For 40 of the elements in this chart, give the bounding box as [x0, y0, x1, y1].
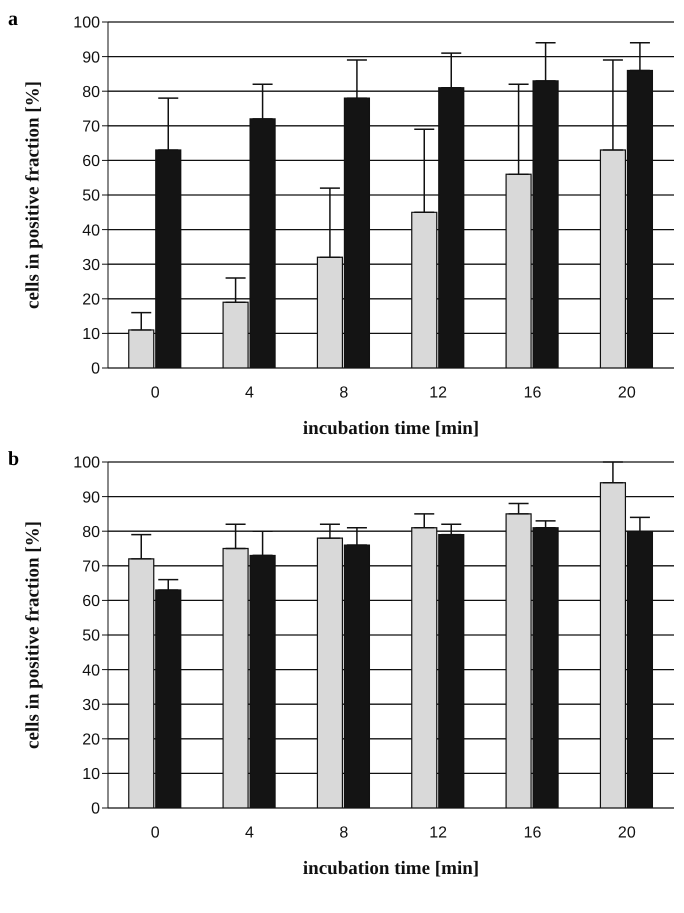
chart-title: a — [8, 8, 18, 31]
x-tick-label: 8 — [339, 384, 348, 402]
x-tick-label: 12 — [429, 384, 448, 402]
y-tick-label: 90 — [82, 489, 100, 506]
x-tick-label: 16 — [524, 384, 542, 402]
x-tick-label: 12 — [429, 824, 448, 842]
x-tick-label: 16 — [524, 824, 542, 842]
y-axis-title: cells in positive fraction [%] — [22, 81, 44, 309]
y-tick-label: 30 — [82, 256, 100, 274]
y-tick-label: 50 — [82, 188, 100, 205]
x-axis-title: incubation time [min] — [302, 858, 480, 879]
y-tick-label: 80 — [82, 524, 100, 541]
y-tick-label: 90 — [82, 49, 100, 66]
x-axis-title: incubation time [min] — [302, 418, 480, 439]
y-tick-label: 100 — [73, 454, 100, 472]
chart-title: b — [8, 448, 20, 471]
y-tick-label: 60 — [82, 153, 100, 170]
y-tick-label: 70 — [82, 558, 100, 576]
x-tick-label: 0 — [150, 384, 160, 402]
y-tick-label: 10 — [82, 766, 100, 784]
x-tick-label: 20 — [618, 384, 636, 402]
x-tick-label: 20 — [618, 824, 636, 842]
y-tick-label: 50 — [82, 628, 100, 645]
x-tick-label: 8 — [339, 824, 348, 842]
y-tick-label: 20 — [82, 731, 100, 748]
y-tick-label: 0 — [91, 360, 100, 378]
y-axis-title: cells in positive fraction [%] — [22, 521, 44, 749]
x-tick-label: 0 — [150, 824, 160, 842]
y-tick-label: 40 — [82, 662, 100, 680]
x-tick-label: 4 — [245, 384, 254, 402]
y-tick-label: 100 — [73, 14, 100, 32]
y-tick-label: 80 — [82, 84, 100, 101]
y-tick-label: 10 — [82, 326, 100, 344]
y-tick-label: 30 — [82, 696, 100, 714]
y-tick-label: 60 — [82, 593, 100, 610]
y-tick-label: 40 — [82, 222, 100, 240]
y-tick-label: 70 — [82, 118, 100, 136]
y-tick-label: 20 — [82, 291, 100, 308]
x-tick-label: 4 — [245, 824, 254, 842]
y-tick-label: 0 — [91, 800, 100, 818]
